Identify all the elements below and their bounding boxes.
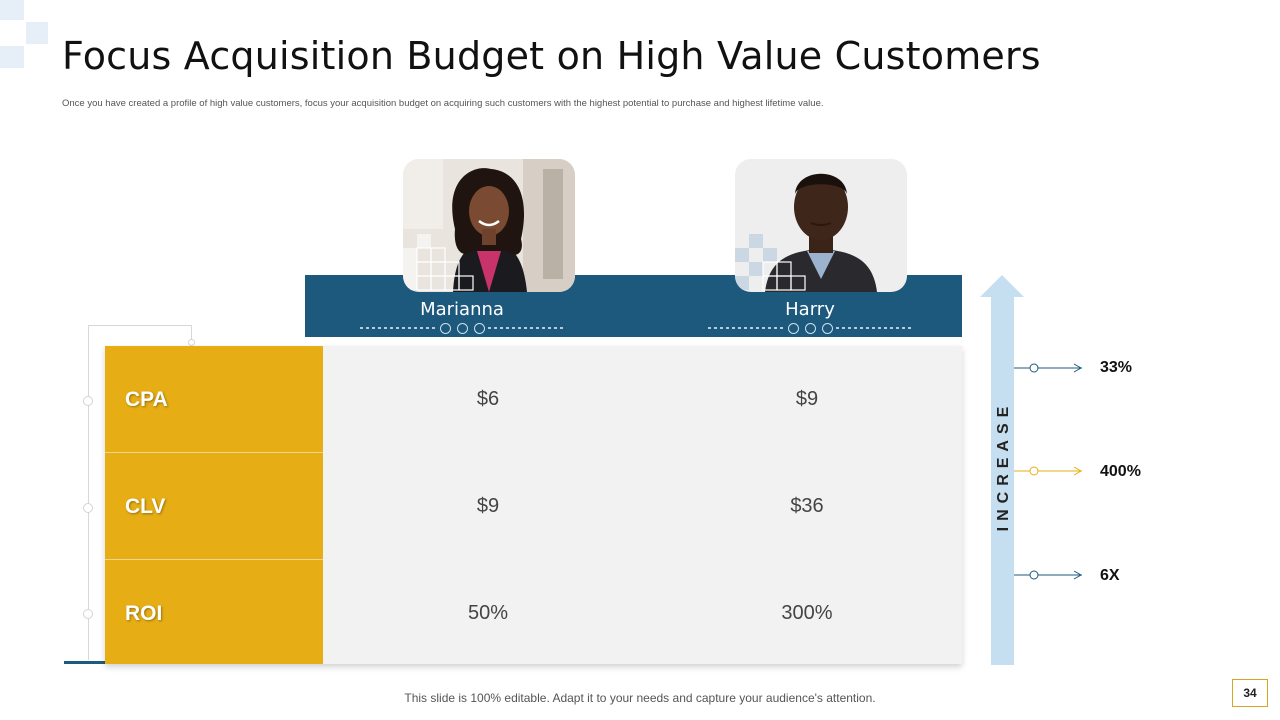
- stat-connector: [1014, 465, 1086, 477]
- stat-connector: [1014, 569, 1086, 581]
- row-label-cell: CPA: [105, 346, 323, 452]
- customer-name-harry: Harry: [785, 299, 835, 320]
- pixel-grid-decoration: [403, 234, 474, 291]
- name-divider: [708, 323, 914, 334]
- table-row: CLV $9 $36: [105, 453, 962, 559]
- metrics-table: CPA $6 $9 CLV $9 $36 ROI 50% 300%: [105, 346, 962, 664]
- connector-dot: [83, 609, 93, 619]
- value-cell: $9: [476, 495, 500, 517]
- man-portrait-icon: [735, 159, 907, 292]
- page-title: Focus Acquisition Budget on High Value C…: [62, 34, 1041, 78]
- row-label-cell: CLV: [105, 453, 323, 559]
- connector-dot: [83, 396, 93, 406]
- row-label: CPA: [125, 388, 168, 411]
- footer-note: This slide is 100% editable. Adapt it to…: [404, 691, 876, 705]
- stat-value: 6X: [1100, 567, 1120, 584]
- page-number: 34: [1232, 679, 1268, 707]
- customer-photo-marianna: [403, 159, 575, 292]
- value-cell: $6: [476, 388, 500, 410]
- corner-decoration: [0, 0, 50, 70]
- increase-arrow-head: [980, 275, 1024, 297]
- row-label: CLV: [125, 495, 166, 518]
- name-divider: [360, 323, 566, 334]
- pixel-grid-decoration: [735, 234, 806, 291]
- increase-arrow-shaft: [991, 296, 1014, 665]
- woman-portrait-icon: [403, 159, 575, 292]
- value-cell: 50%: [467, 602, 509, 624]
- row-label: ROI: [125, 602, 163, 625]
- connector-dot: [83, 503, 93, 513]
- value-cell: 300%: [781, 602, 833, 624]
- row-label-cell: ROI: [105, 560, 323, 664]
- stat-value: 400%: [1100, 463, 1141, 480]
- connector-dot: [188, 339, 195, 346]
- customer-photo-harry: [735, 159, 907, 292]
- row-divider: [105, 452, 323, 453]
- stat-value: 33%: [1100, 359, 1133, 376]
- stat-connector: [1014, 362, 1086, 374]
- value-cell: $36: [790, 495, 824, 517]
- row-divider: [105, 559, 323, 560]
- increase-label: INCREASE: [995, 400, 1012, 532]
- base-line: [64, 661, 109, 664]
- table-row: ROI 50% 300%: [105, 560, 962, 664]
- page-subtitle: Once you have created a profile of high …: [62, 98, 824, 109]
- table-row: CPA $6 $9: [105, 346, 962, 452]
- customer-name-marianna: Marianna: [420, 299, 504, 320]
- value-cell: $9: [795, 388, 819, 410]
